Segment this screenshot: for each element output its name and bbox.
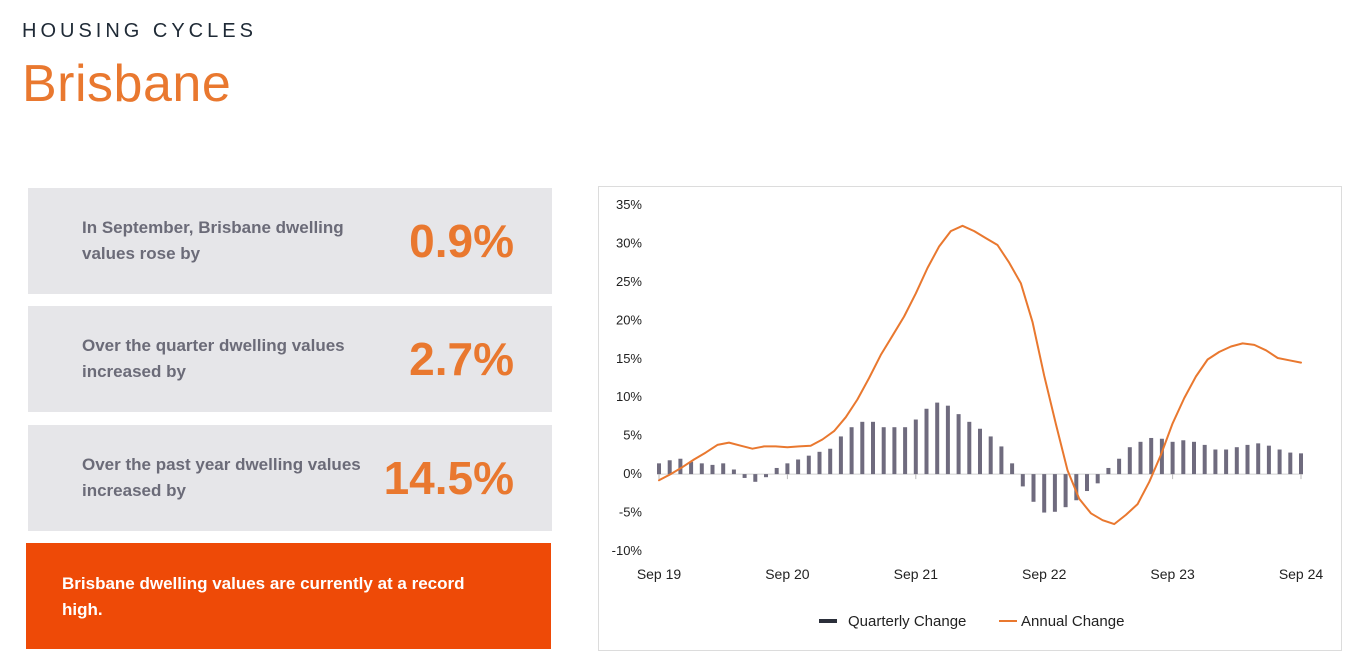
y-tick-label: 15% xyxy=(616,351,642,366)
quarterly-change-bar xyxy=(710,464,715,475)
quarterly-change-bar xyxy=(1095,474,1100,484)
x-tick-label: Sep 23 xyxy=(1150,566,1195,582)
quarterly-change-bar xyxy=(753,474,758,482)
quarterly-change-bar xyxy=(1042,474,1047,513)
quarterly-change-bar xyxy=(774,467,779,475)
quarterly-change-bar xyxy=(764,474,768,478)
quarterly-change-bar xyxy=(828,448,833,475)
quarterly-change-bar xyxy=(1063,474,1068,508)
legend-swatch-quarterly xyxy=(819,619,837,623)
quarterly-change-bar xyxy=(903,427,908,475)
quarterly-change-bar xyxy=(1010,463,1015,475)
quarterly-change-bar xyxy=(731,469,736,475)
quarterly-change-bar xyxy=(1192,441,1196,475)
y-tick-label: 5% xyxy=(623,428,642,443)
quarterly-change-bar xyxy=(1181,440,1186,475)
stat-value: 14.5% xyxy=(383,452,514,504)
quarterly-change-bar xyxy=(1149,437,1154,475)
stat-value: 0.9% xyxy=(409,215,514,267)
quarterly-change-bar xyxy=(796,459,801,475)
y-tick-label: 20% xyxy=(616,312,642,327)
y-tick-label: 30% xyxy=(616,235,642,250)
quarterly-change-bar xyxy=(871,421,875,475)
quarterly-change-bar xyxy=(1299,453,1303,475)
x-tick-label: Sep 22 xyxy=(1022,566,1067,582)
quarterly-change-bar xyxy=(935,402,940,475)
quarterly-change-bar xyxy=(988,436,993,475)
stat-text: In September, Brisbane dwelling values r… xyxy=(82,218,344,263)
quarterly-change-bar xyxy=(945,405,950,475)
legend-label-quarterly: Quarterly Change xyxy=(848,613,966,630)
quarterly-change-bar xyxy=(1256,443,1261,475)
y-tick-label: 35% xyxy=(616,197,642,212)
quarterly-change-bar xyxy=(785,463,790,475)
quarterly-change-bar xyxy=(1288,452,1293,475)
legend-label-annual: Annual Change xyxy=(1021,613,1124,630)
x-tick-label: Sep 24 xyxy=(1279,566,1324,582)
quarterly-change-bar xyxy=(1266,445,1271,475)
quarterly-change-bar xyxy=(689,461,694,475)
quarterly-change-bar xyxy=(956,414,961,475)
quarterly-change-bar xyxy=(1074,474,1079,501)
stat-card-annual: Over the past year dwelling values incre… xyxy=(28,425,552,531)
annual-change-line xyxy=(658,224,1302,526)
quarterly-change-bar xyxy=(849,427,854,475)
quarterly-change-bar xyxy=(699,463,704,475)
record-high-callout: Brisbane dwelling values are currently a… xyxy=(26,543,551,649)
quarterly-change-bar xyxy=(742,474,747,478)
stat-text: Over the past year dwelling values incre… xyxy=(82,455,361,500)
quarterly-change-bar xyxy=(1138,441,1143,475)
y-tick-label: 25% xyxy=(616,274,642,289)
quarterly-change-bar xyxy=(1031,474,1036,502)
chart-svg: 35% 30% 25% 20% 15% 10% 5% 0% -5% -10% Sep 19 Sep 2… xyxy=(612,197,1324,630)
quarterly-change-bar xyxy=(1159,438,1164,475)
quarterly-change-bar xyxy=(999,446,1004,475)
quarterly-change-bar xyxy=(657,463,661,475)
y-tick-label: 10% xyxy=(616,389,642,404)
quarterly-change-bar xyxy=(860,421,865,475)
quarterly-change-bar xyxy=(913,419,918,475)
stat-value: 2.7% xyxy=(409,333,514,385)
quarterly-change-bar xyxy=(892,427,897,475)
quarterly-change-bar xyxy=(924,408,929,475)
quarterly-change-bar xyxy=(817,451,822,475)
y-tick-label: -10% xyxy=(612,543,643,558)
page-title: Brisbane xyxy=(22,55,232,113)
quarterly-change-bar xyxy=(1234,447,1239,475)
quarterly-change-bar xyxy=(1224,449,1229,475)
quarterly-change-bar xyxy=(967,421,972,475)
quarterly-change-bar xyxy=(1117,458,1122,475)
housing-cycle-chart: 35% 30% 25% 20% 15% 10% 5% 0% -5% -10% Sep 19 Sep 2… xyxy=(598,186,1342,651)
quarterly-change-bar xyxy=(1213,449,1218,475)
quarterly-change-bar xyxy=(1052,474,1057,512)
quarterly-change-bar xyxy=(1127,447,1132,475)
quarterly-change-bar xyxy=(678,458,683,475)
quarterly-change-bar xyxy=(667,460,672,475)
stat-card-monthly: In September, Brisbane dwelling values r… xyxy=(28,188,552,294)
x-tick-label: Sep 20 xyxy=(765,566,810,582)
callout-text: Brisbane dwelling values are currently a… xyxy=(62,574,465,619)
x-tick-label: Sep 21 xyxy=(894,566,939,582)
quarterly-change-bar xyxy=(1170,441,1175,475)
quarterly-change-bar xyxy=(978,428,982,475)
quarterly-change-bar xyxy=(1085,474,1089,492)
quarterly-change-bar xyxy=(1245,444,1250,475)
quarterly-change-bar xyxy=(881,427,886,475)
stat-card-quarterly: Over the quarter dwelling values increas… xyxy=(28,306,552,412)
quarterly-change-bar xyxy=(1277,449,1282,475)
quarterly-change-bar xyxy=(838,436,843,475)
quarterly-change-bar xyxy=(1020,474,1025,487)
y-tick-label: -5% xyxy=(619,505,643,520)
x-tick-label: Sep 19 xyxy=(637,566,682,582)
quarterly-change-bar xyxy=(1202,444,1207,475)
y-tick-label: 0% xyxy=(623,466,642,481)
section-kicker: HOUSING CYCLES xyxy=(22,20,257,42)
quarterly-change-bar xyxy=(721,463,726,475)
quarterly-change-bar xyxy=(806,455,811,475)
stat-text: Over the quarter dwelling values increas… xyxy=(82,336,345,381)
quarterly-change-bar xyxy=(1106,467,1111,475)
